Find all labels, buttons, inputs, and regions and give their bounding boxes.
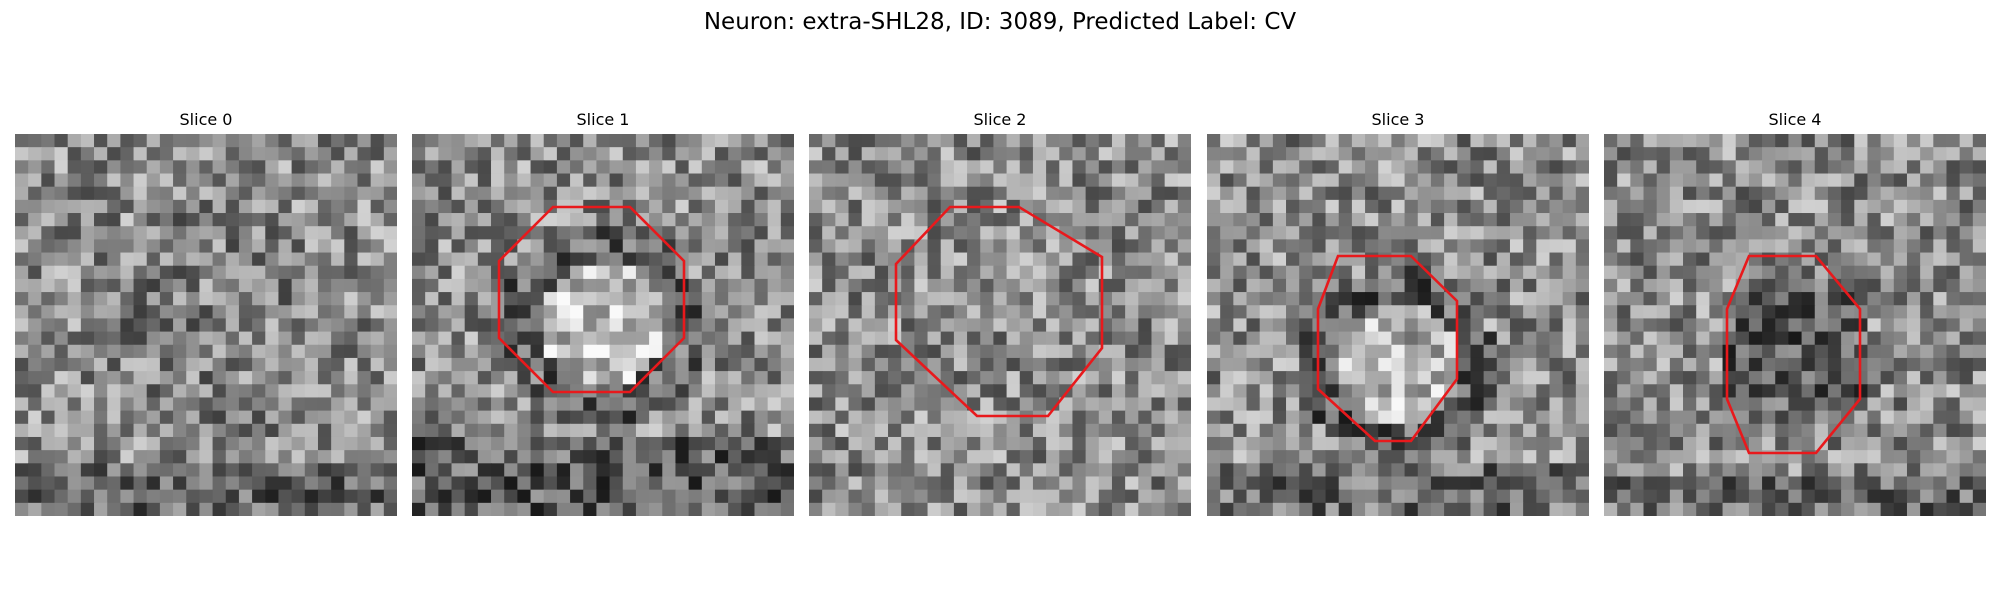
figure-title: Neuron: extra-SHL28, ID: 3089, Predicted…	[703, 9, 1297, 35]
slice-image	[15, 134, 397, 516]
micrograph-slice-4	[1604, 134, 1986, 516]
micrograph-slice-1	[412, 134, 794, 516]
slice-image	[1207, 134, 1589, 516]
slice-image	[809, 134, 1191, 516]
contour-octagon	[497, 205, 686, 394]
contour-octagon	[894, 205, 1104, 418]
micrograph-slice-2	[809, 134, 1191, 516]
slice-image	[412, 134, 794, 516]
panel-title: Slice 1	[576, 110, 630, 129]
panel-title: Slice 0	[179, 110, 233, 129]
panel-title: Slice 3	[1371, 110, 1425, 129]
contour-octagon	[1316, 254, 1459, 443]
contour-octagon	[1725, 254, 1862, 455]
panel-title: Slice 2	[973, 110, 1027, 129]
micrograph-slice-0	[15, 134, 397, 516]
panel-title: Slice 4	[1768, 110, 1822, 129]
slice-image	[1604, 134, 1986, 516]
micrograph-slice-3	[1207, 134, 1589, 516]
